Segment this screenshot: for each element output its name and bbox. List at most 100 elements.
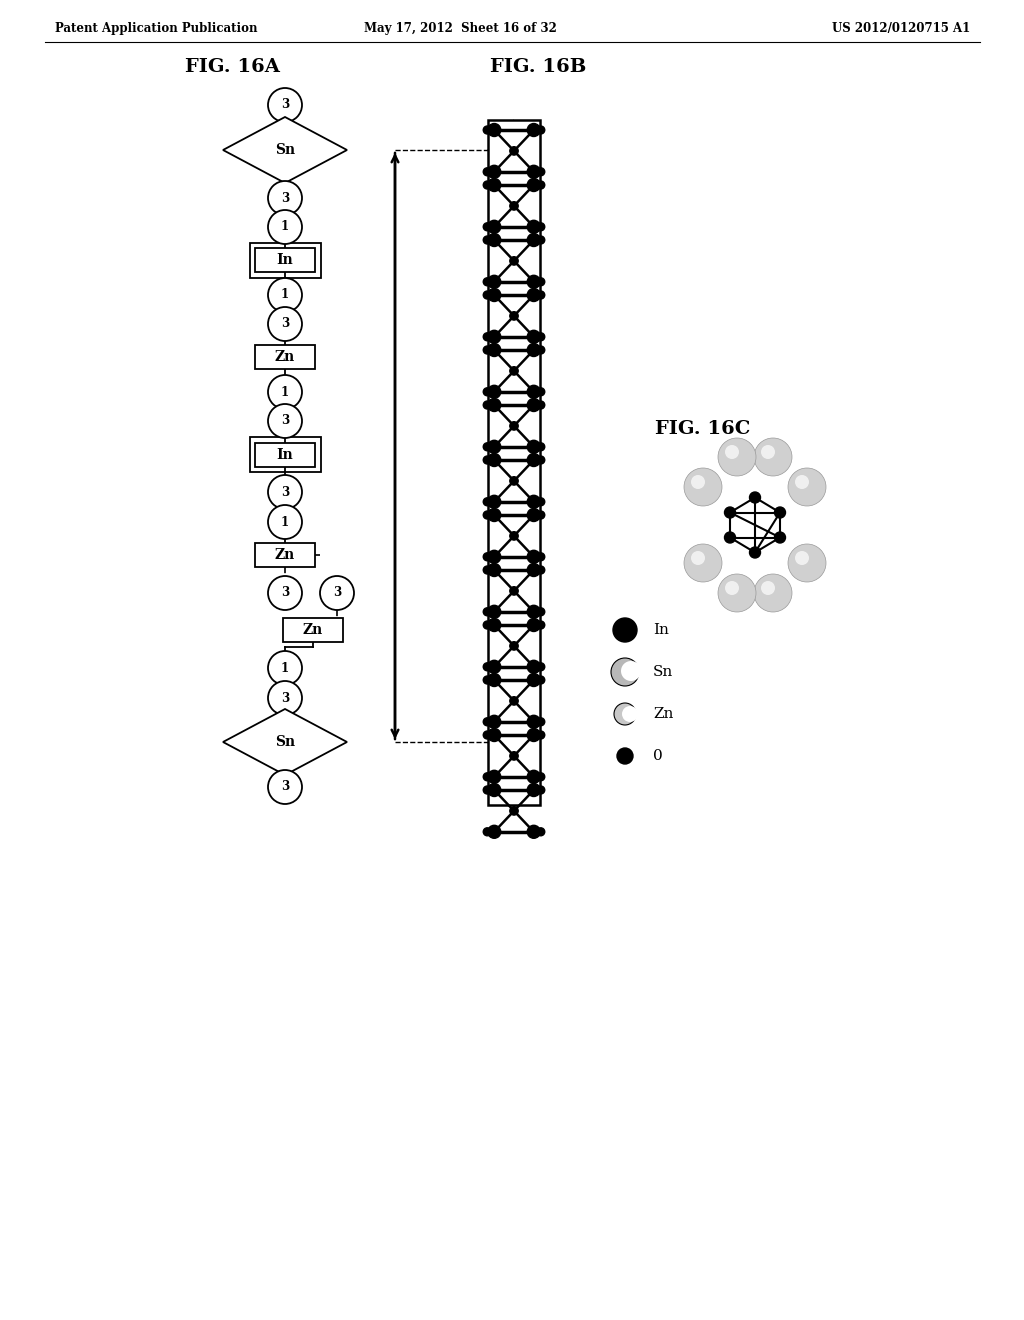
Circle shape — [487, 124, 501, 136]
Circle shape — [718, 574, 756, 612]
Circle shape — [483, 125, 492, 135]
Circle shape — [487, 784, 501, 796]
Circle shape — [268, 404, 302, 438]
Circle shape — [527, 385, 541, 399]
Circle shape — [537, 607, 545, 616]
Circle shape — [537, 277, 545, 286]
Circle shape — [527, 715, 541, 729]
Circle shape — [537, 401, 545, 409]
Circle shape — [487, 399, 501, 412]
Text: FIG. 16C: FIG. 16C — [655, 420, 751, 438]
Circle shape — [750, 492, 761, 503]
Text: 1: 1 — [281, 385, 289, 399]
Text: Sn: Sn — [653, 665, 673, 678]
Circle shape — [537, 346, 545, 354]
Text: 3: 3 — [281, 586, 289, 599]
Circle shape — [537, 236, 545, 244]
Circle shape — [510, 477, 518, 486]
Circle shape — [537, 181, 545, 189]
Text: Zn: Zn — [653, 708, 674, 721]
Text: In: In — [276, 447, 293, 462]
Circle shape — [527, 673, 541, 686]
Circle shape — [483, 718, 492, 726]
Bar — [255, 543, 315, 568]
Text: Sn: Sn — [274, 143, 295, 157]
Circle shape — [754, 438, 792, 477]
Circle shape — [483, 772, 492, 781]
Circle shape — [483, 553, 492, 561]
Circle shape — [487, 178, 501, 191]
Polygon shape — [223, 117, 347, 183]
Circle shape — [537, 731, 545, 739]
Circle shape — [774, 532, 785, 543]
Circle shape — [487, 165, 501, 178]
Circle shape — [268, 475, 302, 510]
Circle shape — [725, 532, 735, 543]
Text: 3: 3 — [281, 692, 289, 705]
Circle shape — [483, 290, 492, 300]
Circle shape — [487, 619, 501, 631]
Circle shape — [483, 566, 492, 574]
Text: Zn: Zn — [274, 350, 295, 364]
Circle shape — [754, 574, 792, 612]
Circle shape — [527, 276, 541, 288]
Text: May 17, 2012  Sheet 16 of 32: May 17, 2012 Sheet 16 of 32 — [364, 22, 556, 36]
Bar — [250, 437, 321, 473]
Circle shape — [483, 511, 492, 519]
Circle shape — [487, 454, 501, 466]
Circle shape — [684, 469, 722, 506]
Circle shape — [537, 388, 545, 396]
Bar — [488, 120, 540, 805]
Text: US 2012/0120715 A1: US 2012/0120715 A1 — [831, 22, 970, 36]
Circle shape — [788, 469, 826, 506]
Circle shape — [483, 785, 492, 795]
Text: Zn: Zn — [303, 623, 324, 638]
Bar — [255, 444, 315, 467]
Circle shape — [487, 441, 501, 453]
Circle shape — [268, 651, 302, 685]
Circle shape — [527, 784, 541, 796]
Circle shape — [268, 576, 302, 610]
Circle shape — [527, 124, 541, 136]
Circle shape — [691, 550, 705, 565]
Circle shape — [483, 277, 492, 286]
Circle shape — [788, 544, 826, 582]
Bar — [250, 243, 321, 277]
Circle shape — [510, 807, 518, 816]
Circle shape — [483, 676, 492, 684]
Text: 3: 3 — [333, 586, 341, 599]
Circle shape — [527, 508, 541, 521]
Text: 3: 3 — [281, 414, 289, 428]
Text: 0: 0 — [653, 748, 663, 763]
Circle shape — [483, 498, 492, 506]
Text: 3: 3 — [281, 486, 289, 499]
Text: FIG. 16A: FIG. 16A — [185, 58, 280, 77]
Text: In: In — [276, 253, 293, 267]
Circle shape — [510, 532, 518, 540]
Text: 3: 3 — [281, 318, 289, 330]
Circle shape — [487, 276, 501, 288]
Circle shape — [725, 445, 739, 459]
Circle shape — [537, 125, 545, 135]
Circle shape — [614, 704, 636, 725]
Text: In: In — [653, 623, 669, 638]
Circle shape — [691, 475, 705, 488]
Circle shape — [527, 165, 541, 178]
Circle shape — [487, 508, 501, 521]
Circle shape — [483, 620, 492, 630]
Circle shape — [537, 566, 545, 574]
Circle shape — [483, 223, 492, 231]
Circle shape — [621, 661, 641, 681]
Circle shape — [483, 388, 492, 396]
Circle shape — [537, 223, 545, 231]
Circle shape — [483, 828, 492, 836]
Circle shape — [622, 706, 638, 722]
Circle shape — [483, 401, 492, 409]
Circle shape — [527, 220, 541, 234]
Circle shape — [268, 506, 302, 539]
Bar — [255, 345, 315, 370]
Circle shape — [510, 312, 518, 321]
Circle shape — [483, 607, 492, 616]
Circle shape — [487, 771, 501, 783]
Circle shape — [537, 168, 545, 176]
